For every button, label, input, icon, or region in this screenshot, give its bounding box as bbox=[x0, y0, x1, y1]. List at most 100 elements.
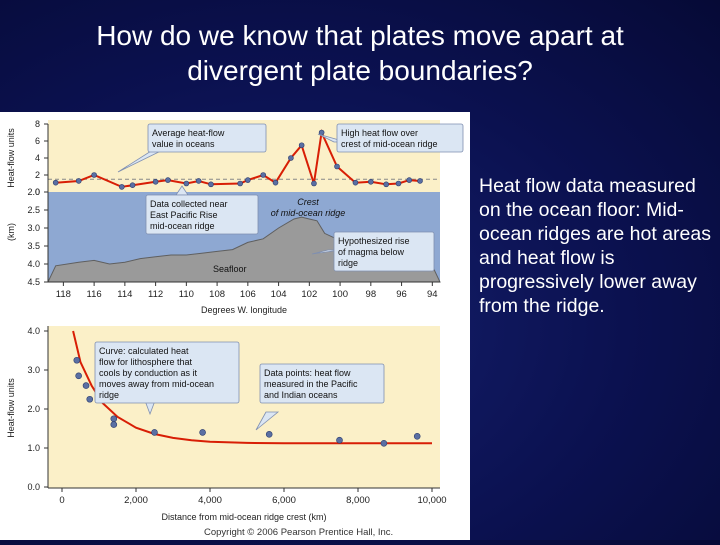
distance-tick-label: 10,000 bbox=[417, 495, 446, 506]
heat-flow-point bbox=[208, 181, 214, 188]
top-ytick-label: 0 bbox=[35, 187, 40, 197]
callout-calculated-curve-text-line: cools by conduction as it bbox=[99, 368, 198, 378]
bottom-ytick-label: 3.0 bbox=[27, 365, 40, 375]
measured-data-point bbox=[86, 395, 94, 403]
depth-ytick-label: 4.0 bbox=[27, 259, 40, 269]
longitude-tick-label: 98 bbox=[366, 289, 377, 300]
measured-data-point bbox=[336, 436, 343, 444]
distance-tick-label: 6,000 bbox=[272, 495, 296, 506]
heat-flow-point bbox=[165, 177, 171, 183]
longitude-tick-label: 108 bbox=[209, 289, 225, 300]
heat-flow-point bbox=[260, 172, 267, 178]
slide-title: How do we know that plates move apart at… bbox=[0, 18, 720, 88]
copyright-credit: Copyright © 2006 Pearson Prentice Hall, … bbox=[204, 527, 393, 538]
heat-flow-point bbox=[334, 163, 340, 170]
distance-tick-label: 0 bbox=[59, 495, 64, 506]
heat-flow-point bbox=[183, 180, 190, 187]
callout-high-heat-flow-box bbox=[336, 123, 464, 153]
slide-body-text: Heat flow data measured on the ocean flo… bbox=[479, 175, 711, 317]
callout-average-heat-flow-text-line: Average heat-flow bbox=[152, 128, 225, 138]
callout-magma-rise-box bbox=[333, 231, 435, 272]
slide-title-line1: How do we know that plates move apart at bbox=[96, 20, 624, 51]
crest-label-line1: Crest bbox=[297, 197, 319, 207]
seafloor-label: Seafloor bbox=[213, 264, 247, 274]
heat-flow-point bbox=[75, 178, 82, 184]
longitude-tick-label: 100 bbox=[332, 289, 348, 300]
heat-flow-point bbox=[395, 180, 402, 187]
measured-data-point bbox=[265, 431, 273, 438]
longitude-tick-label: 102 bbox=[301, 289, 317, 300]
callout-magma-rise-text-line: ridge bbox=[338, 258, 358, 268]
callout-calculated-curve-box bbox=[94, 341, 240, 404]
heat-flow-point bbox=[383, 181, 389, 188]
callout-data-collected-box bbox=[145, 194, 259, 235]
figure: Seafloor Crest of mid-ocean ridge 0 2 4 6 8 Hea… bbox=[0, 112, 470, 540]
measured-data-point bbox=[413, 432, 421, 440]
measured-data-point bbox=[75, 372, 82, 380]
bottom-ylabel: Heat-flow units bbox=[6, 378, 16, 438]
callout-data-points-pointer bbox=[255, 411, 280, 431]
callout-data-points-box bbox=[259, 363, 385, 404]
top-ylabel: Heat-flow units bbox=[6, 128, 16, 188]
heat-flow-point bbox=[52, 179, 59, 186]
callout-data-points-text-line: measured in the Pacific bbox=[264, 379, 358, 389]
longitude-tick-label: 106 bbox=[240, 289, 256, 300]
heat-flow-point bbox=[195, 178, 202, 184]
heat-flow-point bbox=[298, 142, 305, 149]
measured-data-point bbox=[73, 356, 81, 364]
depth-ylabel: (km) bbox=[6, 223, 16, 241]
callout-data-collected-text-line: Data collected near bbox=[150, 199, 228, 209]
callout-calculated-curve-text-line: moves away from mid-ocean bbox=[99, 379, 214, 389]
callout-data-collected-text-line: East Pacific Rise bbox=[150, 210, 218, 220]
measured-data-point bbox=[199, 429, 206, 436]
heat-flow-point bbox=[91, 172, 97, 178]
measured-data-point bbox=[380, 440, 388, 447]
measured-data-point bbox=[110, 421, 118, 428]
bottom-ytick-label: 2.0 bbox=[27, 404, 40, 414]
bottom-ytick-label: 0.0 bbox=[27, 482, 40, 492]
heat-flow-point bbox=[237, 180, 243, 187]
callout-average-heat-flow-text-line: value in oceans bbox=[152, 139, 215, 149]
slide-title-line2: divergent plate boundaries? bbox=[187, 55, 533, 86]
heat-flow-point bbox=[417, 178, 423, 184]
distance-axis-label: Distance from mid-ocean ridge crest (km) bbox=[161, 512, 326, 522]
callout-high-heat-flow-text-line: crest of mid-ocean ridge bbox=[341, 139, 438, 149]
longitude-tick-label: 110 bbox=[179, 289, 194, 300]
distance-tick-label: 8,000 bbox=[346, 495, 370, 506]
depth-ytick-label: 4.5 bbox=[27, 277, 40, 287]
callout-calculated-curve-text-line: ridge bbox=[99, 390, 119, 400]
top-ytick-label: 6 bbox=[35, 136, 40, 146]
callout-data-collected-text-line: mid-ocean ridge bbox=[150, 221, 215, 231]
bottom-ytick-label: 1.0 bbox=[27, 443, 40, 453]
callout-average-heat-flow-box bbox=[147, 123, 267, 153]
callout-calculated-curve-text-line: Curve: calculated heat bbox=[99, 346, 189, 356]
measured-data-point bbox=[151, 429, 158, 436]
heat-flow-point bbox=[311, 180, 317, 187]
callout-high-heat-flow-text-line: High heat flow over bbox=[341, 128, 418, 138]
distance-tick-label: 2,000 bbox=[124, 495, 148, 506]
heat-flow-point bbox=[288, 155, 294, 161]
depth-ytick-label: 2.5 bbox=[27, 205, 40, 215]
depth-ytick-label: 3.0 bbox=[27, 223, 40, 233]
longitude-tick-label: 116 bbox=[87, 289, 102, 300]
top-ytick-label: 4 bbox=[35, 153, 40, 163]
longitude-tick-label: 118 bbox=[56, 289, 71, 300]
top-ytick-label: 8 bbox=[35, 119, 40, 129]
callout-calculated-curve-text-line: flow for lithosphere that bbox=[99, 357, 193, 367]
heat-flow-point bbox=[118, 184, 125, 190]
longitude-axis-label: Degrees W. longitude bbox=[201, 305, 287, 315]
measured-data-point bbox=[110, 415, 118, 423]
measured-data-point bbox=[82, 382, 90, 389]
distance-tick-label: 4,000 bbox=[198, 495, 222, 506]
longitude-tick-label: 104 bbox=[271, 289, 287, 300]
longitude-tick-label: 114 bbox=[117, 289, 132, 300]
heat-flow-point bbox=[368, 179, 374, 185]
longitude-tick-label: 96 bbox=[396, 289, 407, 300]
heat-flow-point bbox=[272, 179, 279, 186]
depth-ytick-label: 2.0 bbox=[27, 187, 40, 197]
callout-data-points-text-line: and Indian oceans bbox=[264, 390, 338, 400]
heat-flow-point bbox=[406, 177, 413, 183]
callout-data-points-text-line: Data points: heat flow bbox=[264, 368, 351, 378]
top-ytick-label: 2 bbox=[35, 170, 40, 180]
